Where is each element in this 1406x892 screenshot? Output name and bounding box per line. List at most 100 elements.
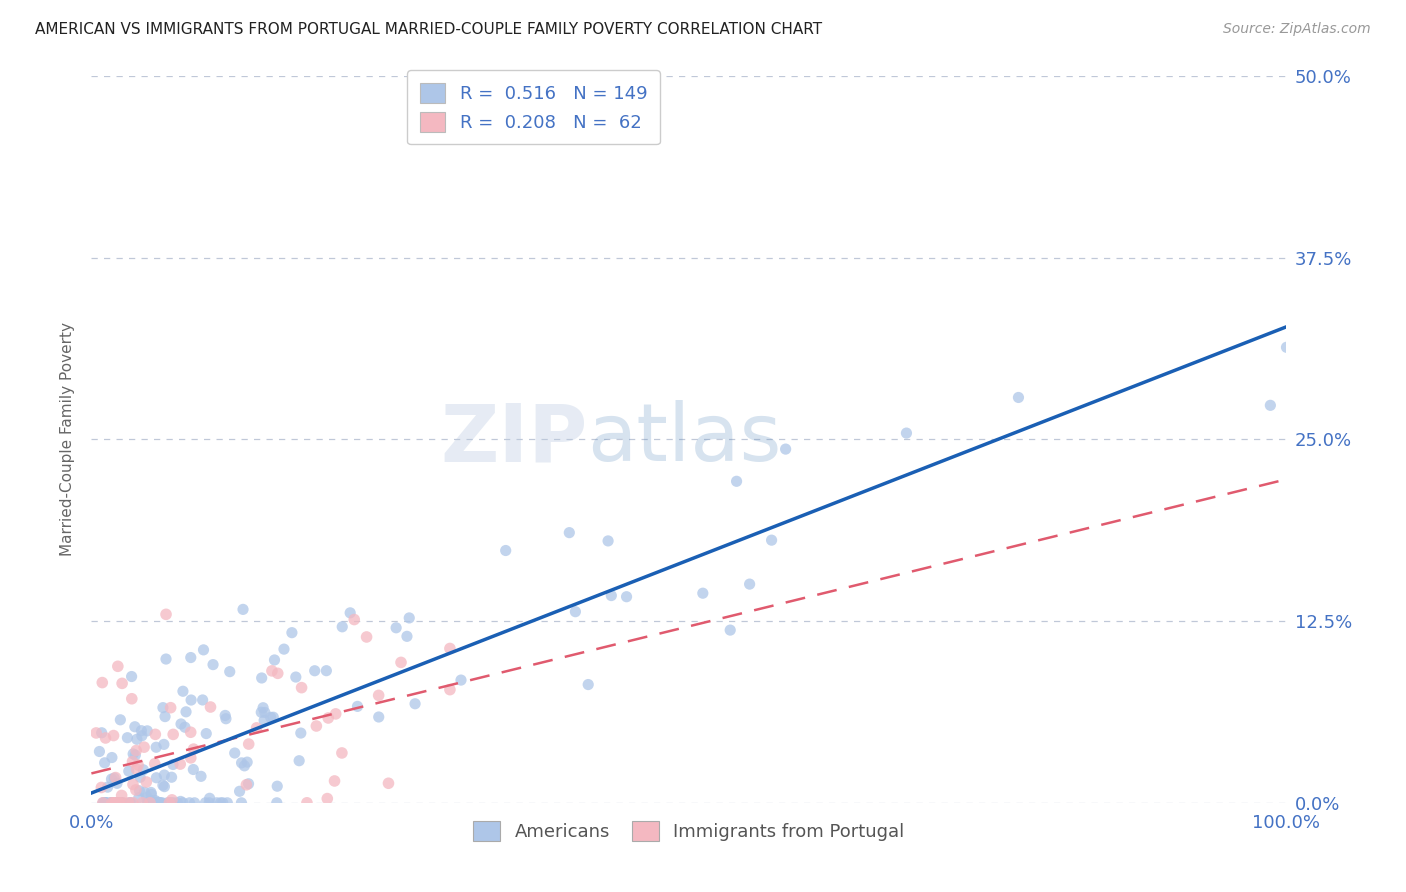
Point: [89, 744, 111, 758]
Point: [134, 785, 156, 799]
Point: [125, 762, 148, 776]
Point: [180, 650, 202, 665]
Point: [439, 682, 461, 697]
Point: [389, 656, 412, 670]
Point: [174, 705, 197, 719]
Point: [725, 475, 748, 489]
Point: [325, 706, 347, 721]
Point: [124, 720, 146, 734]
Point: [90, 725, 112, 739]
Point: [139, 785, 162, 799]
Point: [160, 770, 183, 784]
Point: [260, 710, 283, 724]
Point: [288, 754, 311, 768]
Point: [127, 758, 149, 772]
Point: [104, 771, 127, 785]
Point: [104, 796, 127, 810]
Point: [232, 602, 254, 616]
Point: [231, 756, 253, 770]
Point: [172, 796, 194, 810]
Point: [316, 711, 339, 725]
Point: [149, 796, 172, 810]
Point: [143, 796, 166, 810]
Point: [160, 793, 183, 807]
Point: [155, 607, 177, 622]
Point: [121, 755, 143, 769]
Point: [84, 726, 107, 740]
Text: Source: ZipAtlas.com: Source: ZipAtlas.com: [1223, 22, 1371, 37]
Point: [214, 708, 236, 723]
Point: [90, 780, 112, 795]
Point: [118, 796, 141, 810]
Point: [94, 796, 117, 810]
Point: [190, 769, 212, 783]
Point: [128, 784, 150, 798]
Point: [159, 796, 181, 810]
Point: [163, 796, 186, 810]
Point: [1275, 340, 1298, 354]
Point: [136, 796, 159, 810]
Point: [180, 725, 202, 739]
Point: [202, 657, 225, 672]
Point: [146, 795, 169, 809]
Point: [150, 796, 173, 810]
Point: [93, 796, 115, 810]
Point: [94, 731, 117, 745]
Point: [136, 796, 159, 810]
Point: [97, 780, 120, 794]
Point: [1007, 391, 1029, 405]
Point: [616, 590, 638, 604]
Point: [111, 796, 134, 810]
Point: [145, 796, 167, 810]
Point: [262, 710, 284, 724]
Point: [404, 697, 426, 711]
Point: [91, 796, 114, 810]
Point: [266, 779, 288, 793]
Point: [152, 778, 174, 792]
Point: [1260, 398, 1282, 412]
Point: [136, 723, 159, 738]
Point: [156, 796, 179, 810]
Point: [110, 713, 132, 727]
Point: [91, 675, 114, 690]
Point: [315, 664, 337, 678]
Point: [273, 642, 295, 657]
Point: [180, 693, 202, 707]
Point: [135, 775, 157, 789]
Point: [124, 748, 146, 763]
Point: [142, 796, 165, 810]
Point: [385, 621, 408, 635]
Point: [217, 796, 239, 810]
Point: [153, 780, 176, 794]
Point: [91, 796, 114, 810]
Point: [107, 796, 129, 810]
Point: [117, 731, 139, 745]
Point: [183, 763, 205, 777]
Point: [155, 652, 177, 666]
Point: [103, 771, 125, 785]
Point: [166, 796, 188, 810]
Point: [191, 693, 214, 707]
Point: [183, 796, 205, 810]
Point: [105, 776, 128, 790]
Point: [162, 757, 184, 772]
Point: [198, 791, 221, 805]
Point: [131, 729, 153, 743]
Point: [103, 796, 125, 810]
Point: [281, 625, 304, 640]
Point: [260, 664, 283, 678]
Point: [238, 777, 260, 791]
Point: [121, 669, 143, 683]
Point: [215, 712, 238, 726]
Point: [101, 750, 124, 764]
Point: [125, 743, 148, 757]
Point: [211, 796, 233, 810]
Point: [395, 629, 418, 643]
Point: [761, 533, 783, 548]
Point: [131, 796, 153, 810]
Point: [238, 737, 260, 751]
Point: [236, 755, 259, 769]
Point: [100, 796, 122, 810]
Point: [304, 664, 326, 678]
Point: [117, 796, 139, 810]
